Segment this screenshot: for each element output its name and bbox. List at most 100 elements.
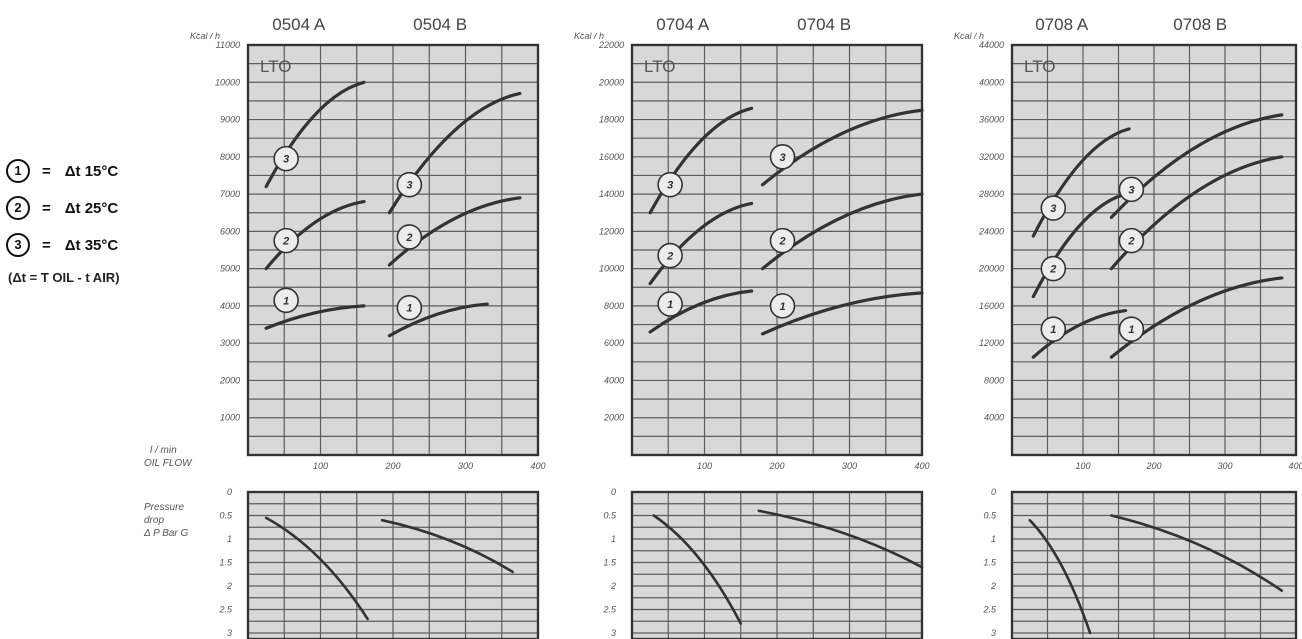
curve-label-circle <box>769 143 796 170</box>
curve-dt-3 <box>760 108 924 187</box>
x-tick-label: 400 <box>914 461 929 471</box>
curve-label-number: 3 <box>406 180 412 192</box>
pressure-tick-label: 3 <box>227 628 232 638</box>
y-tick-label: 32000 <box>979 152 1004 162</box>
region-label: LTO <box>260 57 292 76</box>
y-tick-label: 10000 <box>599 264 624 274</box>
legend-circle-3: 3 <box>6 233 30 257</box>
curve-label-circle <box>1040 316 1067 342</box>
plot-border <box>1010 43 1298 457</box>
pressure-tick-label: 1.5 <box>983 558 997 568</box>
model-title-b: 0704 B <box>797 15 851 34</box>
curve-label-circle <box>769 293 796 319</box>
y-axis-title: Kcal / h <box>574 31 604 41</box>
pressure-tick-label: 2 <box>226 581 232 591</box>
curve-label-number: 3 <box>283 154 289 166</box>
side-labels: l / min OIL FLOW Pressure drop Δ P Bar G <box>143 445 193 539</box>
curve-label-circle <box>657 171 683 198</box>
x-tick-label: 300 <box>458 461 473 471</box>
curve-label-number: 1 <box>667 299 673 311</box>
x-tick-label: 400 <box>530 461 545 471</box>
curve-label-circle <box>657 291 683 317</box>
pressure-curve <box>652 514 743 625</box>
y-tick-label: 8000 <box>984 375 1004 385</box>
pressure-tick-label: 2.5 <box>218 605 233 615</box>
flow-label: OIL FLOW <box>144 458 193 469</box>
legend-equals-2: = <box>42 199 51 217</box>
legend-text-1: Δt 15°C <box>64 162 119 180</box>
model-title-a: 0504 A <box>272 15 326 34</box>
y-tick-label: 18000 <box>599 115 624 125</box>
y-tick-label: 40000 <box>979 77 1004 87</box>
curve-label-number: 2 <box>282 236 289 248</box>
curve-label-circle <box>396 171 423 198</box>
curve-dt-2 <box>648 201 754 286</box>
y-tick-label: 28000 <box>978 189 1004 199</box>
model-title-a: 0708 A <box>1035 15 1089 34</box>
pressure-tick-label: 1 <box>991 534 996 544</box>
curve-label-circle <box>273 145 299 172</box>
curve-label-number: 2 <box>778 236 785 248</box>
x-tick-label: 100 <box>313 461 328 471</box>
x-tick-label: 100 <box>1075 461 1090 471</box>
pressure-tick-label: 3 <box>991 628 996 638</box>
y-axis-title: Kcal / h <box>190 31 220 41</box>
pressure-label-2: drop <box>144 515 164 526</box>
x-tick-label: 200 <box>384 461 400 471</box>
y-tick-label: 44000 <box>979 40 1004 50</box>
y-tick-label: 2000 <box>219 375 240 385</box>
legend-circle-1: 1 <box>6 159 30 183</box>
curve-label-circle <box>273 227 299 254</box>
y-tick-label: 8000 <box>604 301 624 311</box>
y-tick-label: 12000 <box>599 226 624 236</box>
model-title-b: 0504 B <box>413 15 467 34</box>
pressure-tick-label: 2.5 <box>602 605 617 615</box>
pressure-curve <box>1110 514 1284 592</box>
pressure-tick-label: 1 <box>227 534 232 544</box>
curve-label-circle <box>396 224 423 250</box>
curve-label-number: 3 <box>667 180 673 192</box>
curve-dt-1 <box>760 291 924 336</box>
pressure-tick-label: 0.5 <box>983 511 997 521</box>
y-tick-label: 9000 <box>220 115 240 125</box>
x-tick-label: 200 <box>1145 461 1161 471</box>
y-tick-label: 16000 <box>979 301 1004 311</box>
pressure-tick-label: 2 <box>990 581 996 591</box>
pressure-border <box>1010 490 1298 639</box>
curve-label-number: 2 <box>1127 236 1134 248</box>
y-tick-label: 11000 <box>216 40 240 50</box>
curve-dt-2 <box>264 199 366 271</box>
pressure-curve <box>757 509 924 569</box>
region-label: LTO <box>1024 57 1056 76</box>
curve-dt-1 <box>387 302 489 338</box>
curve-label-circle <box>657 242 683 269</box>
curve-label-circle <box>1040 195 1067 221</box>
pressure-tick-label: 0 <box>991 487 996 497</box>
legend-row-3: 3 = Δt 35°C <box>6 232 118 258</box>
model-title-b: 0708 B <box>1173 15 1227 34</box>
plot-border <box>246 43 540 457</box>
legend-row-1: 1 = Δt 15°C <box>6 158 118 184</box>
curve-label-number: 3 <box>1050 203 1056 215</box>
curve-dt-1 <box>264 304 366 330</box>
pressure-border <box>630 490 924 639</box>
curve-label-circle <box>396 294 423 321</box>
curve-label-circle <box>1040 255 1067 282</box>
x-tick-label: 300 <box>842 461 857 471</box>
legend-circle-2: 2 <box>6 196 30 220</box>
curve-label-circle <box>273 287 299 314</box>
model-title-a: 0704 A <box>656 15 710 34</box>
y-tick-label: 7000 <box>220 189 240 199</box>
y-tick-label: 5000 <box>220 264 240 274</box>
curve-label-circle <box>769 227 796 254</box>
pressure-tick-label: 2 <box>610 581 616 591</box>
curve-label-number: 2 <box>666 251 673 263</box>
pressure-label-1: Pressure <box>144 502 184 513</box>
y-tick-label: 22000 <box>598 40 624 50</box>
y-tick-label: 12000 <box>979 338 1004 348</box>
x-tick-label: 400 <box>1288 461 1302 471</box>
y-tick-label: 6000 <box>604 338 624 348</box>
